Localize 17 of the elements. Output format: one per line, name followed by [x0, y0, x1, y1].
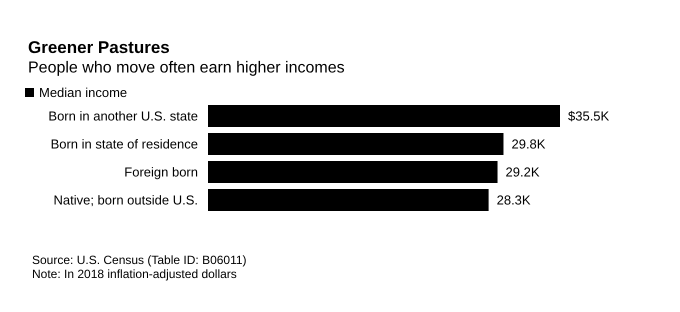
data-label: 29.8K: [511, 136, 546, 152]
legend-label: Median income: [39, 85, 128, 100]
bar: [208, 161, 498, 183]
text: Note: In 2018 inflation-adjusted dollars: [32, 267, 237, 281]
y-tick-label: Native; born outside U.S.: [53, 192, 198, 208]
bar: [208, 133, 504, 155]
y-tick-label: Born in state of residence: [50, 136, 198, 152]
bar: [208, 105, 560, 127]
data-label: $35.5K: [568, 108, 610, 124]
data-label: 29.2K: [506, 164, 540, 180]
y-tick-label: Foreign born: [124, 164, 198, 180]
data-label: 28.3K: [496, 192, 531, 208]
chart-subtitle: People who move often earn higher incomes: [28, 60, 345, 76]
bar: [208, 189, 489, 211]
chart-title: Greener Pastures: [28, 38, 170, 57]
y-tick-label: Born in another U.S. state: [48, 108, 198, 124]
source-note: Source: U.S. Census (Table ID: B06011): [32, 253, 247, 267]
